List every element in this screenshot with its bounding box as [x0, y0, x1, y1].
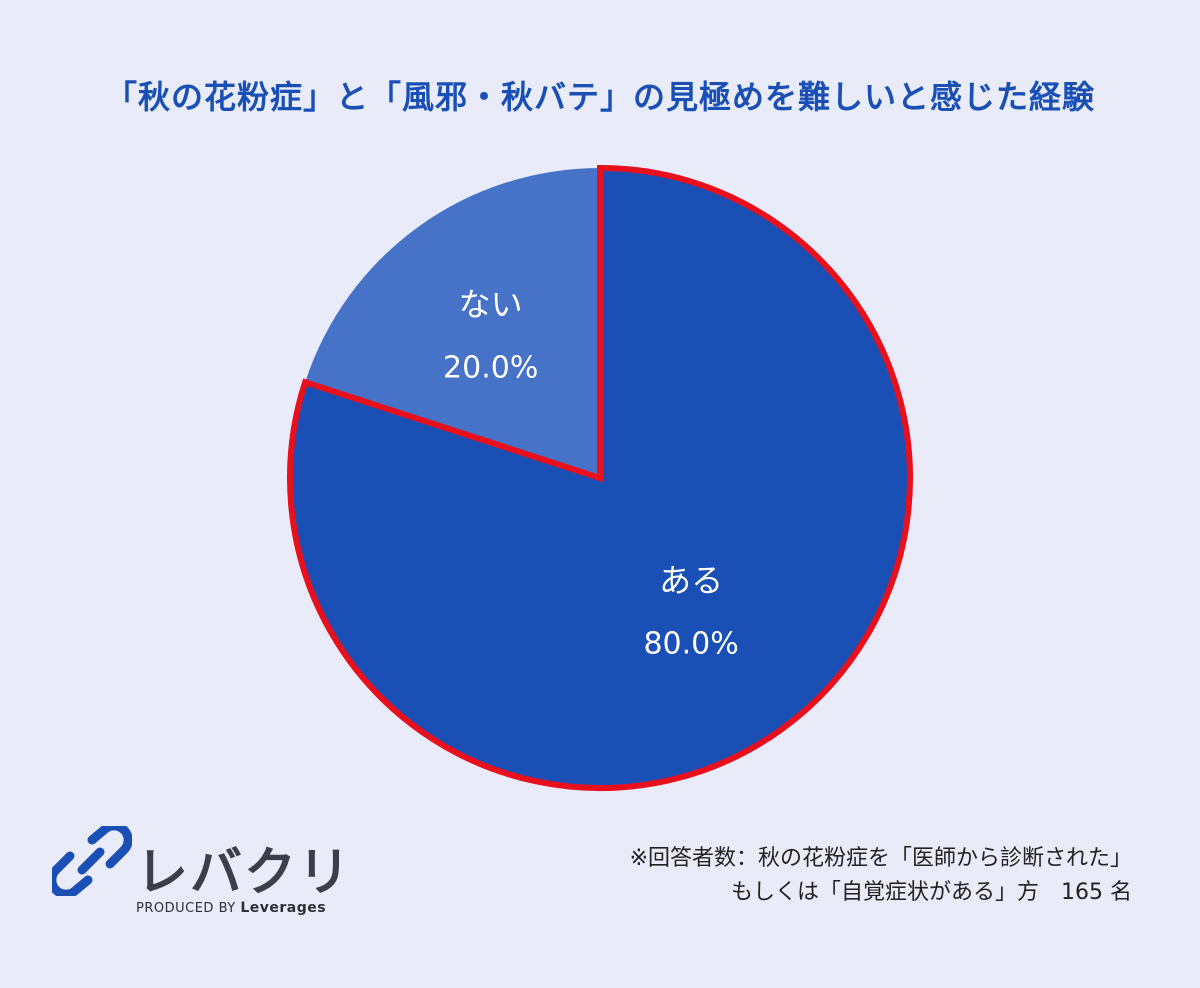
note-line-2: もしくは「自覚症状がある」方 165 名 — [731, 880, 1132, 905]
produced-by-label: PRODUCED BY — [136, 901, 236, 916]
note-line-1: ※回答者数：秋の花粉症を「医師から診断された」 — [629, 846, 1132, 871]
pill-link-icon — [52, 826, 132, 896]
brand-logo: レバクリ PRODUCED BY Leverages — [52, 826, 352, 926]
logo-produced-by: PRODUCED BY Leverages — [136, 900, 326, 916]
chart-title: 「秋の花粉症」と「風邪・秋バテ」の見極めを難しいと感じた経験 — [104, 78, 1095, 116]
slice-value-2: 20.0% — [443, 351, 538, 386]
logo-brand: Leverages — [240, 900, 327, 916]
respondent-note: ※回答者数：秋の花粉症を「医師から診断された」 もしくは「自覚症状がある」方 1… — [630, 842, 1132, 910]
slice-value-1: 80.0% — [643, 626, 738, 661]
slice-label-2: ない — [459, 286, 523, 324]
logo-wordmark: レバクリ — [136, 843, 353, 903]
slice-label-1: ある — [659, 561, 723, 599]
pie-slice-1 — [287, 164, 913, 791]
pie-slice-2 — [305, 167, 600, 478]
